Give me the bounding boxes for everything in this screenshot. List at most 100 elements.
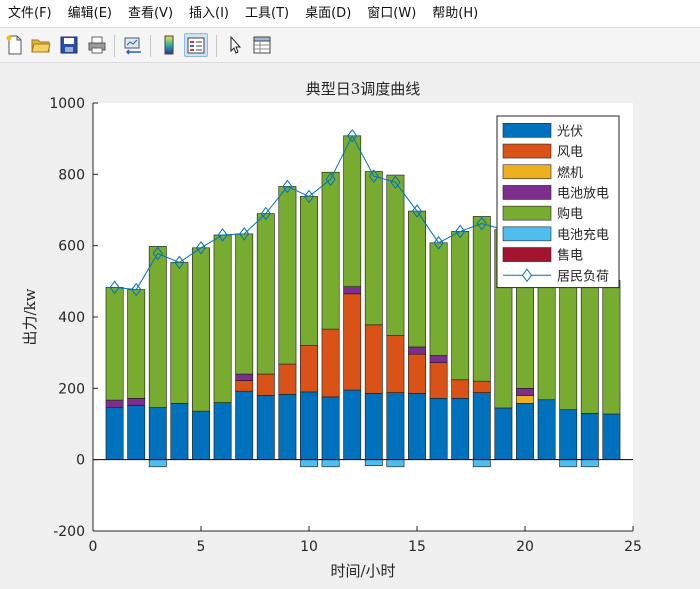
- bar-charge-13: [364, 459, 383, 467]
- bar-buy-4: [170, 262, 189, 404]
- bar-pv-2: [127, 405, 146, 460]
- bar-charge-23: [580, 459, 599, 468]
- x-tick-label: 10: [300, 539, 318, 555]
- y-tick-label: 400: [58, 310, 85, 326]
- marker-load-5: [195, 240, 207, 255]
- legend-label-gas: 燃机: [557, 165, 583, 181]
- new-figure-icon[interactable]: [3, 33, 27, 57]
- bar-pv-5: [192, 410, 210, 460]
- bar-buy-11: [321, 171, 340, 330]
- bar-charge-18: [472, 459, 491, 468]
- bar-buy-2: [127, 289, 146, 399]
- y-axis-label: 出力/kw: [21, 288, 39, 345]
- legend-swatch-pv: [502, 123, 552, 138]
- legend-swatch-charge: [502, 226, 552, 242]
- bar-pv-13: [364, 393, 383, 460]
- link-plot-icon[interactable]: [121, 33, 145, 57]
- x-tick-label: 0: [89, 539, 98, 555]
- edit-plot-cursor-icon[interactable]: [223, 33, 247, 57]
- y-tick-label: 800: [58, 167, 85, 183]
- bar-charge-3: [148, 459, 167, 468]
- bar-pv-15: [408, 393, 426, 460]
- y-tick-label: 0: [76, 453, 85, 469]
- legend-swatch-wind: [502, 143, 552, 159]
- legend-swatch-gas: [502, 164, 552, 180]
- marker-load-11: [325, 172, 336, 187]
- bar-buy-8: [256, 213, 275, 375]
- bar-pv-22: [559, 409, 578, 460]
- menu-edit[interactable]: 编辑(E): [67, 5, 112, 21]
- marker-load-13: [368, 169, 379, 183]
- marker-load-6: [217, 228, 228, 242]
- property-editor-icon[interactable]: [250, 33, 274, 57]
- bar-buy-6: [213, 234, 232, 403]
- figure-canvas: -200 0 200 400 600 800 1000 0 5 10 15 20 25 典型日3调度曲线…: [0, 64, 700, 589]
- menu-view[interactable]: 查看(V): [127, 5, 174, 21]
- y-tick-label: 1000: [49, 96, 85, 112]
- bar-pv-8: [256, 395, 275, 460]
- marker-load-16: [433, 235, 444, 250]
- legend-label-sell: 售电: [557, 248, 583, 264]
- x-tick-label: 15: [408, 539, 426, 555]
- menu-insert[interactable]: 插入(I): [189, 5, 230, 21]
- x-tick-label: 25: [624, 539, 642, 555]
- bar-wind-15: [408, 353, 426, 394]
- bar-wind-14: [386, 335, 405, 393]
- save-icon[interactable]: [57, 33, 81, 57]
- bar-buy-1: [105, 287, 124, 401]
- legend-label-wind: 风电: [557, 145, 583, 160]
- insert-legend-icon[interactable]: [184, 33, 208, 57]
- open-file-icon[interactable]: [29, 33, 53, 57]
- bar-wind-11: [321, 328, 340, 398]
- legend-label-discharge: 电池放电: [557, 186, 609, 201]
- x-tick-label: 5: [197, 539, 206, 555]
- bar-pv-10: [300, 391, 318, 460]
- marker-load-4: [174, 255, 185, 270]
- print-icon[interactable]: [85, 33, 109, 57]
- bar-pv-16: [429, 398, 448, 460]
- marker-load-14: [390, 175, 401, 190]
- bar-buy-14: [386, 174, 405, 336]
- bar-pv-19: [494, 407, 513, 460]
- legend-label-load: 居民负荷: [557, 269, 609, 284]
- marker-load-15: [411, 204, 423, 218]
- bar-pv-23: [580, 412, 599, 460]
- bar-wind-9: [278, 363, 297, 395]
- toolbar: [0, 29, 700, 63]
- marker-load-2: [131, 282, 142, 297]
- bar-pv-24: [602, 413, 621, 460]
- legend-swatch-sell: [502, 247, 552, 262]
- marker-load-18: [476, 216, 487, 231]
- menu-help[interactable]: 帮助(H): [432, 5, 479, 21]
- menu-tools[interactable]: 工具(T): [245, 5, 290, 21]
- bar-pv-6: [213, 402, 232, 460]
- menu-window[interactable]: 窗口(W): [367, 5, 417, 21]
- y-tick-label: -200: [53, 524, 85, 540]
- marker-load-12: [347, 128, 358, 143]
- y-tick-label: 600: [58, 239, 85, 255]
- chart-title: 典型日3调度曲线: [306, 80, 421, 98]
- x-axis-label: 时间/小时: [330, 562, 395, 580]
- insert-colorbar-icon[interactable]: [157, 33, 181, 57]
- bar-charge-22: [559, 459, 578, 468]
- marker-load-10: [303, 189, 315, 204]
- menu-desktop[interactable]: 桌面(D): [305, 5, 352, 21]
- menu-bar: 文件(F) 编辑(E) 查看(V) 插入(I) 工具(T) 桌面(D) 窗口(W…: [0, 0, 700, 28]
- menu-file[interactable]: 文件(F): [8, 5, 52, 21]
- bar-pv-12: [343, 389, 362, 460]
- bar-wind-7: [235, 380, 254, 392]
- x-tick-label: 20: [516, 539, 534, 555]
- bar-wind-12: [343, 293, 362, 391]
- bar-buy-24: [602, 279, 621, 415]
- bar-buy-17: [451, 231, 470, 381]
- bar-wind-13: [364, 324, 383, 394]
- bar-pv-9: [278, 394, 297, 460]
- marker-load-7: [239, 227, 250, 241]
- bar-buy-18: [472, 216, 491, 382]
- bar-gas-20: [516, 395, 534, 404]
- bar-pv-14: [386, 392, 405, 460]
- legend-label-buy: 购电: [557, 206, 583, 222]
- bar-buy-3: [148, 246, 167, 408]
